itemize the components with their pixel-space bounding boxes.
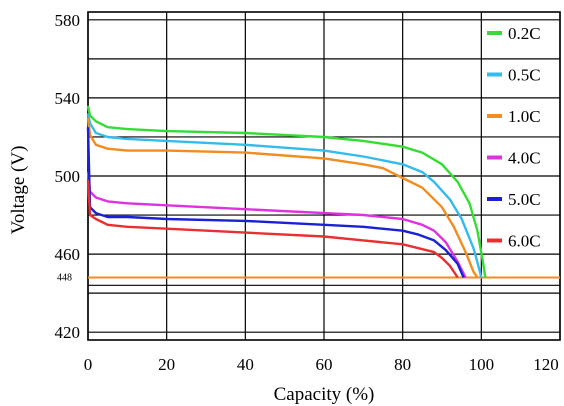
legend-label-0-5C: 0.5C	[508, 66, 541, 85]
y-tick-label: 420	[55, 323, 81, 342]
series-line-4-0C	[86, 171, 467, 279]
y-tick-label: 580	[55, 11, 81, 30]
y-tick-label: 500	[55, 167, 81, 186]
x-tick-label: 80	[394, 355, 411, 374]
series-line-5-0C	[86, 127, 465, 278]
x-tick-label: 20	[158, 355, 175, 374]
x-tick-label: 40	[237, 355, 254, 374]
y-tick-label: 448	[57, 273, 72, 284]
x-tick-label: 0	[84, 355, 93, 374]
x-tick-label: 60	[316, 355, 333, 374]
y-tick-label: 540	[55, 89, 81, 108]
x-tick-label: 120	[533, 355, 559, 374]
y-tick-label: 460	[55, 245, 81, 264]
legend-label-1-0C: 1.0C	[508, 107, 541, 126]
y-axis-title: Voltage (V)	[8, 146, 29, 235]
legend-label-4-0C: 4.0C	[508, 149, 541, 168]
legend-label-5-0C: 5.0C	[508, 190, 541, 209]
series-line-0-5C	[86, 113, 483, 278]
series-line-0-2C	[86, 105, 487, 278]
series-line-6-0C	[86, 179, 459, 279]
legend-label-0-2C: 0.2C	[508, 24, 541, 43]
legend-label-6-0C: 6.0C	[508, 232, 541, 251]
x-tick-label: 100	[469, 355, 495, 374]
x-axis-title: Capacity (%)	[274, 384, 375, 405]
series-line-1-0C	[86, 117, 479, 279]
